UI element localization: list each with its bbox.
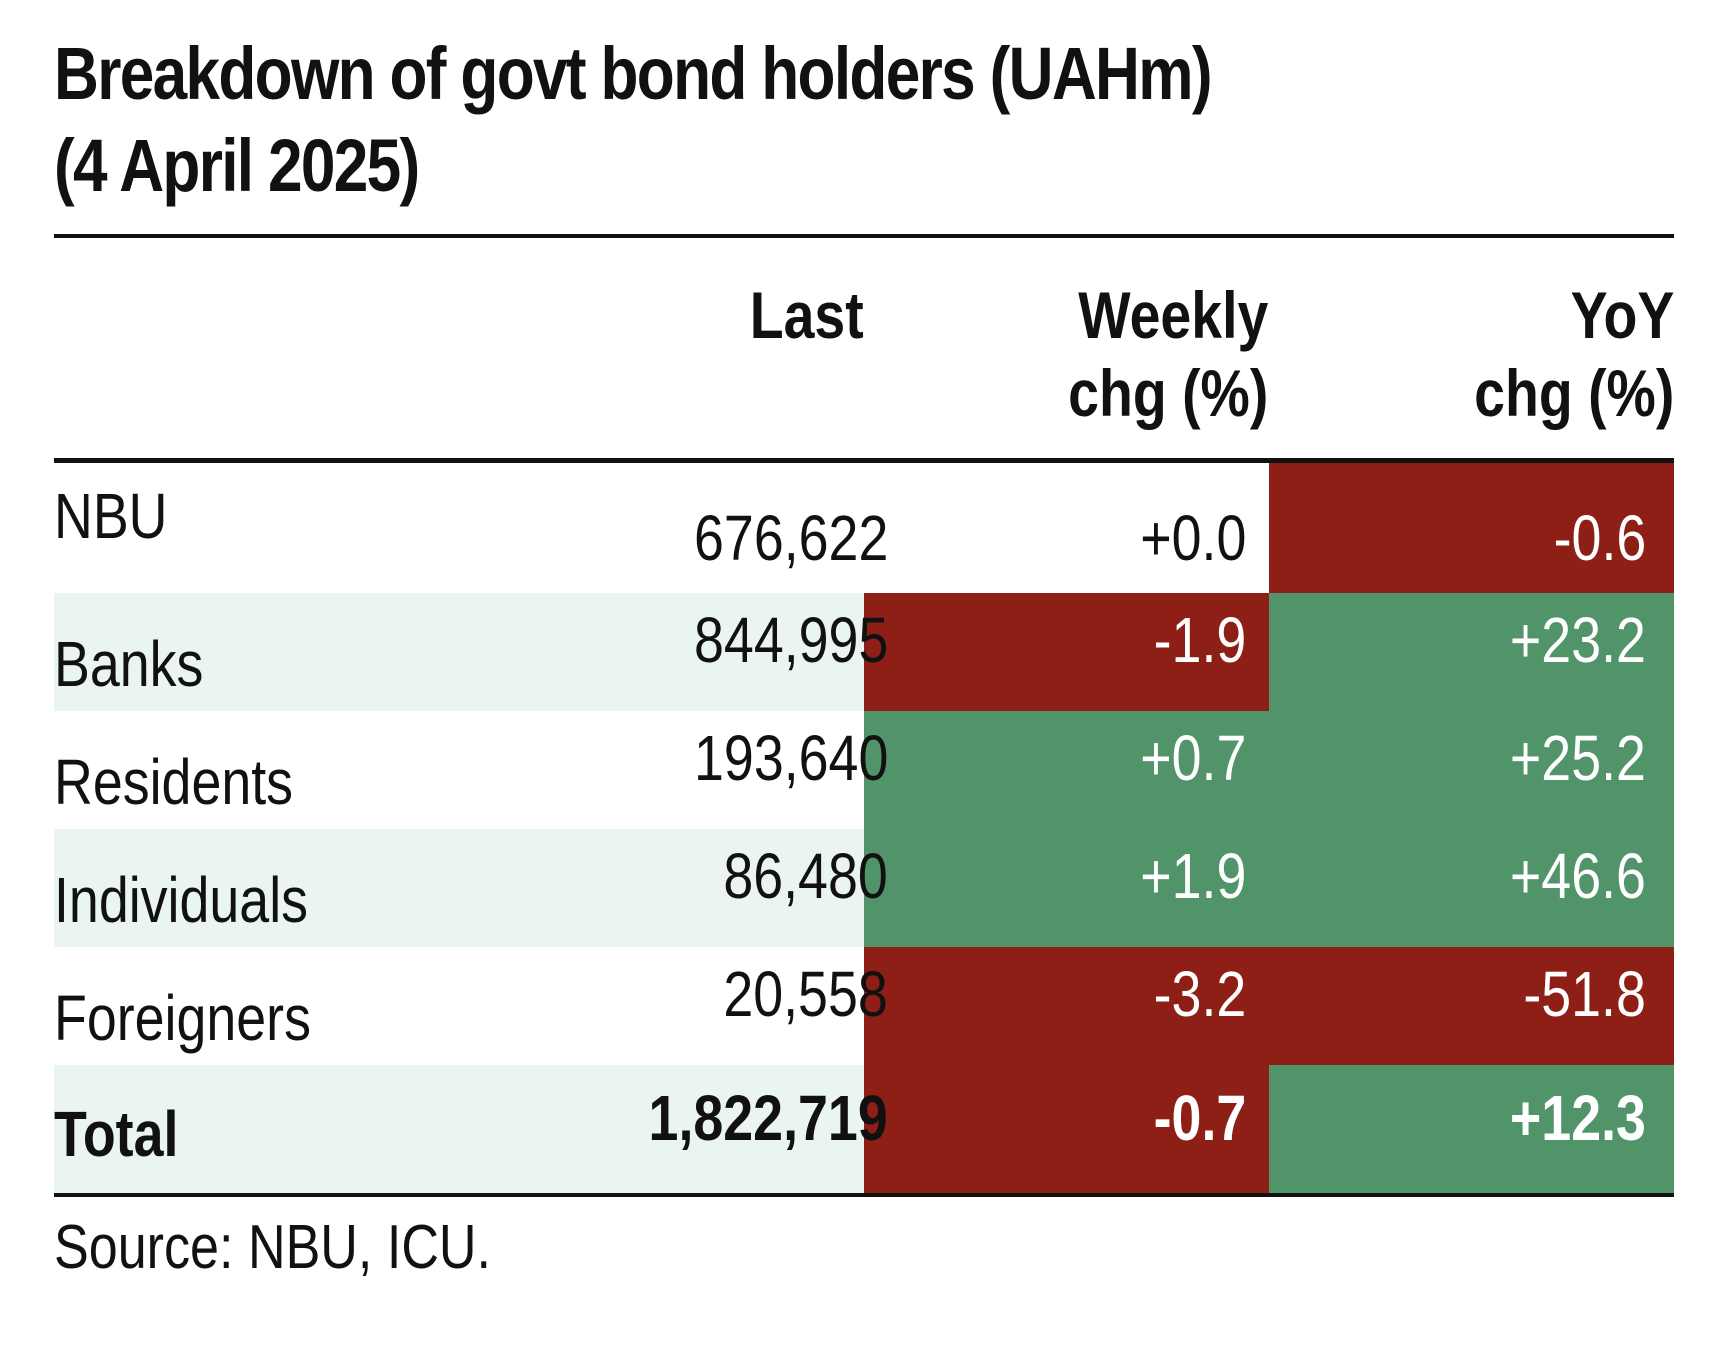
- weekly-change-value: +1.9: [1139, 840, 1246, 912]
- weekly-change-value: +0.0: [1139, 502, 1246, 574]
- table-row: Residents 193,640 +0.7 +25.2: [54, 711, 1674, 829]
- yoy-change-value: +12.3: [1509, 1082, 1646, 1154]
- last-value: 193,640: [693, 722, 888, 794]
- row-stripe: [54, 829, 864, 947]
- row-stripe: [54, 1065, 864, 1193]
- yoy-change-value: -0.6: [1553, 502, 1646, 574]
- yoy-change-fill: [1269, 947, 1674, 1065]
- top-rule: [54, 234, 1674, 238]
- weekly-change-fill: [864, 947, 1269, 1065]
- yoy-change-fill: [1269, 829, 1674, 947]
- header-last: Last: [750, 276, 864, 354]
- weekly-change-value: +0.7: [1139, 722, 1246, 794]
- bottom-rule: [54, 1193, 1674, 1197]
- yoy-change-value: +46.6: [1509, 840, 1646, 912]
- header-yoy-line-2: chg (%): [1473, 356, 1674, 430]
- holder-label: Total: [54, 1098, 179, 1170]
- last-value: 1,822,719: [648, 1082, 888, 1154]
- yoy-change-value: +23.2: [1509, 604, 1646, 676]
- yoy-change-fill: [1269, 711, 1674, 829]
- header-rule: [54, 458, 1674, 463]
- header-last-line-1: Last: [749, 278, 864, 352]
- yoy-change-fill: [1269, 1065, 1674, 1193]
- holder-label: Foreigners: [54, 982, 311, 1054]
- header-yoy-chg: YoY chg (%): [1474, 276, 1674, 432]
- holder-label: Residents: [54, 746, 294, 818]
- table-title-line-2: (4 April 2025): [54, 124, 420, 207]
- row-stripe: [54, 593, 864, 711]
- weekly-change-value: -3.2: [1153, 958, 1246, 1030]
- last-value: 20,558: [723, 958, 888, 1030]
- holder-label: NBU: [54, 480, 168, 552]
- table-row: NBU 676,622 +0.0 -0.6: [54, 463, 1674, 593]
- table-row: Individuals 86,480 +1.9 +46.6: [54, 829, 1674, 947]
- yoy-change-value: +25.2: [1509, 722, 1646, 794]
- holder-label: Individuals: [54, 864, 309, 936]
- table-row: Banks 844,995 -1.9 +23.2: [54, 593, 1674, 711]
- table-row: Total 1,822,719 -0.7 +12.3: [54, 1065, 1674, 1193]
- header-yoy-line-1: YoY: [1570, 278, 1674, 352]
- weekly-change-fill: [864, 593, 1269, 711]
- weekly-change-value: -1.9: [1153, 604, 1246, 676]
- source-note: Source: NBU, ICU.: [54, 1213, 492, 1282]
- table-row: Foreigners 20,558 -3.2 -51.8: [54, 947, 1674, 1065]
- header-weekly-chg: Weekly chg (%): [1068, 276, 1268, 432]
- weekly-change-fill: [864, 711, 1269, 829]
- weekly-change-value: -0.7: [1153, 1082, 1246, 1154]
- header-weekly-line-1: Weekly: [1077, 278, 1268, 352]
- yoy-change-fill: [1269, 463, 1674, 593]
- table-title: Breakdown of govt bond holders (UAHm) (4…: [54, 28, 1415, 212]
- weekly-change-fill: [864, 1065, 1269, 1193]
- yoy-change-value: -51.8: [1523, 958, 1646, 1030]
- last-value: 844,995: [693, 604, 888, 676]
- table-title-line-1: Breakdown of govt bond holders (UAHm): [54, 32, 1213, 115]
- holder-label: Banks: [54, 628, 204, 700]
- weekly-change-fill: [864, 829, 1269, 947]
- yoy-change-fill: [1269, 593, 1674, 711]
- header-weekly-line-2: chg (%): [1067, 356, 1268, 430]
- last-value: 676,622: [693, 502, 888, 574]
- last-value: 86,480: [723, 840, 888, 912]
